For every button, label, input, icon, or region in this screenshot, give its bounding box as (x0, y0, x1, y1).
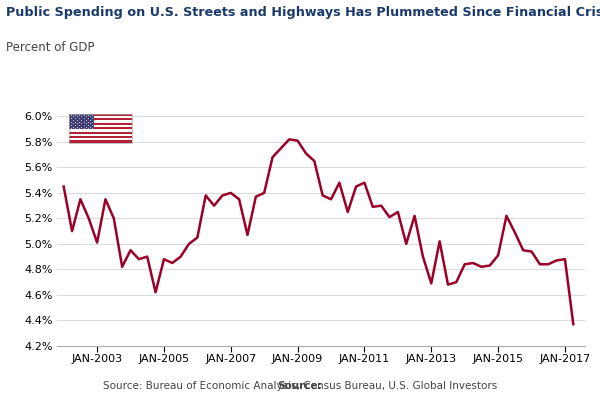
Bar (68, 132, 132, 134)
Bar (68, 140, 132, 143)
Bar (68, 127, 132, 129)
Text: Public Spending on U.S. Streets and Highways Has Plummeted Since Financial Crisi: Public Spending on U.S. Streets and High… (6, 6, 600, 19)
Bar (68, 125, 132, 127)
Bar (68, 134, 132, 136)
Bar (68, 118, 132, 121)
Bar (68, 136, 132, 138)
Bar (68, 114, 94, 129)
Bar (68, 123, 132, 125)
Bar (68, 114, 132, 143)
Bar (68, 121, 132, 123)
Text: Source: Bureau of Economic Analysis, Census Bureau, U.S. Global Investors: Source: Bureau of Economic Analysis, Cen… (103, 381, 497, 391)
Bar (68, 114, 132, 116)
Bar (68, 116, 132, 118)
Bar (68, 129, 132, 132)
Bar (68, 138, 132, 140)
Text: Source:: Source: (278, 381, 322, 391)
Text: Percent of GDP: Percent of GDP (6, 41, 95, 54)
